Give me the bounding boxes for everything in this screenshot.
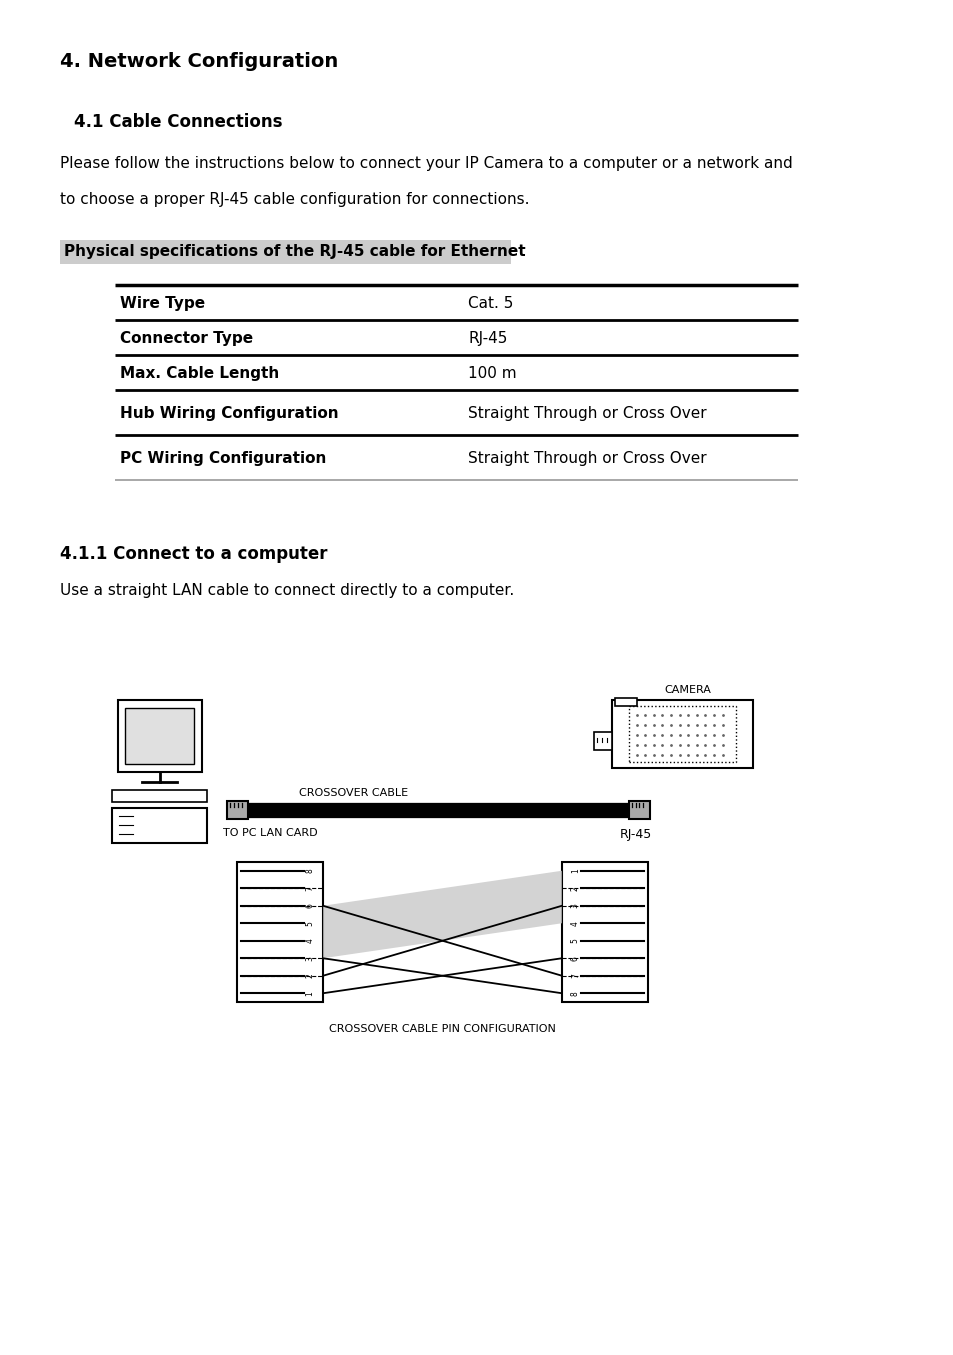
Text: 2: 2	[570, 886, 579, 890]
Text: PC Wiring Configuration: PC Wiring Configuration	[120, 451, 327, 466]
Polygon shape	[323, 871, 561, 958]
Bar	[615, 698, 636, 706]
Text: 5: 5	[305, 921, 314, 925]
Text: Connector Type: Connector Type	[120, 331, 253, 346]
Bar	[594, 732, 611, 751]
Text: 4: 4	[570, 921, 579, 925]
Text: 1: 1	[305, 991, 314, 996]
Bar	[561, 862, 647, 1001]
Bar	[628, 706, 735, 762]
Text: RJ-45: RJ-45	[618, 828, 651, 841]
Bar	[112, 808, 207, 843]
Text: Physical specifications of the RJ-45 cable for Ethernet: Physical specifications of the RJ-45 cab…	[64, 244, 525, 259]
Text: CROSSOVER CABLE: CROSSOVER CABLE	[298, 789, 408, 798]
Text: Use a straight LAN cable to connect directly to a computer.: Use a straight LAN cable to connect dire…	[60, 583, 514, 598]
Text: 3: 3	[570, 904, 579, 908]
Text: 100 m: 100 m	[468, 366, 517, 381]
Text: RJ-45: RJ-45	[468, 331, 507, 346]
Text: 4.1 Cable Connections: 4.1 Cable Connections	[73, 112, 282, 131]
Text: CROSSOVER CABLE PIN CONFIGURATION: CROSSOVER CABLE PIN CONFIGURATION	[329, 1024, 556, 1034]
Text: 8: 8	[570, 991, 579, 996]
Bar	[227, 801, 248, 818]
Text: 4.1.1 Connect to a computer: 4.1.1 Connect to a computer	[60, 545, 328, 562]
Text: 4: 4	[305, 938, 314, 943]
Text: TO PC LAN CARD: TO PC LAN CARD	[222, 828, 317, 837]
Text: 2: 2	[305, 973, 314, 978]
Text: Cat. 5: Cat. 5	[468, 295, 513, 312]
Text: 6: 6	[305, 904, 314, 908]
Bar	[236, 862, 323, 1001]
Text: Straight Through or Cross Over: Straight Through or Cross Over	[468, 406, 706, 421]
Text: Max. Cable Length: Max. Cable Length	[120, 366, 279, 381]
Bar	[112, 790, 207, 802]
Text: Straight Through or Cross Over: Straight Through or Cross Over	[468, 451, 706, 466]
Text: 7: 7	[305, 886, 314, 890]
Bar	[117, 701, 201, 772]
Text: 7: 7	[570, 973, 579, 978]
Bar	[60, 240, 511, 264]
Text: 5: 5	[570, 938, 579, 943]
Text: Hub Wiring Configuration: Hub Wiring Configuration	[120, 406, 338, 421]
Text: 8: 8	[305, 869, 314, 873]
Bar	[125, 709, 193, 764]
Text: 3: 3	[305, 955, 314, 961]
Text: to choose a proper RJ-45 cable configuration for connections.: to choose a proper RJ-45 cable configura…	[60, 192, 529, 207]
Text: 1: 1	[570, 869, 579, 873]
Bar	[628, 801, 649, 818]
Text: Wire Type: Wire Type	[120, 295, 205, 312]
Text: Please follow the instructions below to connect your IP Camera to a computer or : Please follow the instructions below to …	[60, 156, 792, 171]
Text: 6: 6	[570, 955, 579, 961]
Bar	[611, 701, 752, 768]
Text: CAMERA: CAMERA	[664, 686, 711, 695]
Text: 4. Network Configuration: 4. Network Configuration	[60, 51, 338, 70]
